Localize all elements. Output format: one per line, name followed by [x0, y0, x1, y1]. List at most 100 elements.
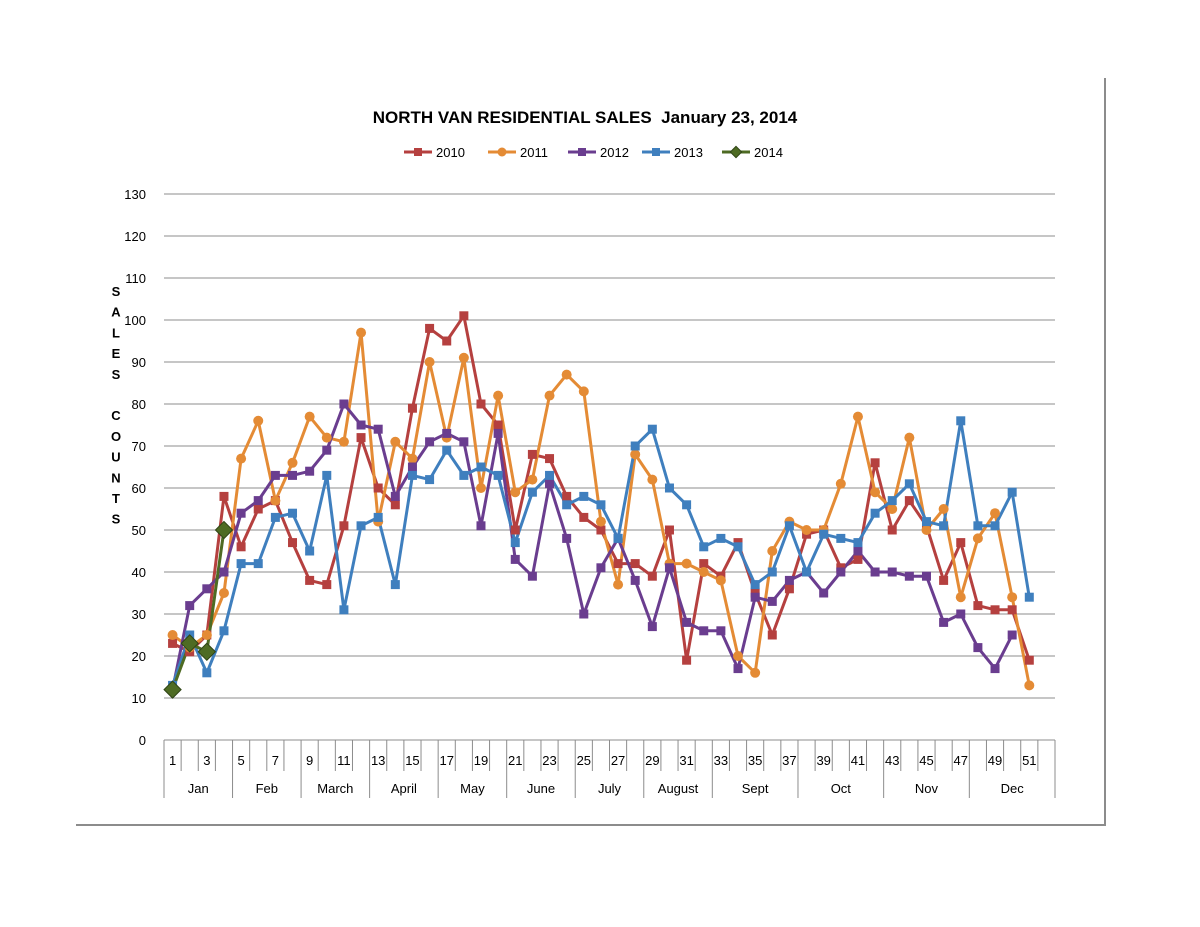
data-point-2011: [321, 432, 332, 443]
legend-marker-2014: [729, 145, 743, 159]
data-point-2013: [202, 668, 212, 678]
x-week-label: 1: [169, 753, 176, 768]
data-point-2012: [202, 584, 212, 594]
data-point-2012: [750, 592, 760, 602]
data-point-2013: [442, 445, 452, 455]
data-point-2010: [767, 630, 777, 640]
data-point-2011: [835, 478, 846, 489]
x-week-label: 21: [508, 753, 522, 768]
x-week-label: 37: [782, 753, 796, 768]
data-point-2013: [630, 441, 640, 451]
y-axis-label-letter: L: [112, 325, 120, 340]
data-point-2011: [1024, 680, 1035, 691]
x-axis: 1 3 5 7 9 11 13 15 17 19 21 23 25 27 29 31 33 35 37 39 41 43 4…: [163, 740, 1056, 798]
x-week-label: 25: [577, 753, 591, 768]
x-week-label: 33: [714, 753, 728, 768]
data-point-2011: [750, 667, 761, 678]
data-point-2010: [853, 554, 863, 564]
x-week-label: 9: [306, 753, 313, 768]
data-point-2010: [493, 420, 503, 430]
data-point-2011: [236, 453, 247, 464]
data-point-2011: [681, 558, 692, 569]
data-point-2013: [990, 521, 1000, 531]
data-point-2012: [699, 626, 709, 636]
x-month-label: April: [391, 781, 417, 796]
data-point-2014: [197, 642, 217, 662]
y-axis-label-letter: C: [111, 408, 121, 423]
y-axis-label-letter: A: [111, 305, 121, 320]
data-point-2010: [682, 655, 692, 665]
data-point-2012: [288, 470, 298, 480]
data-point-2013: [733, 542, 743, 552]
data-point-2013: [664, 483, 674, 493]
data-point-2013: [699, 542, 709, 552]
data-point-2011: [424, 357, 435, 367]
data-point-2012: [493, 428, 503, 438]
x-week-label: 29: [645, 753, 659, 768]
y-tick-label: 30: [132, 607, 146, 622]
x-week-label: 17: [439, 753, 453, 768]
x-week-label: 13: [371, 753, 385, 768]
data-point-2013: [562, 500, 572, 510]
legend-marker-2012: [578, 148, 586, 156]
data-point-2012: [390, 491, 400, 501]
data-point-2010: [579, 512, 589, 522]
data-point-2011: [407, 453, 418, 464]
data-point-2010: [596, 525, 606, 535]
data-point-2013: [973, 521, 983, 531]
data-point-2011: [167, 630, 178, 640]
data-point-2012: [939, 617, 949, 627]
legend-label-2010: 2010: [436, 145, 465, 160]
x-month-label: August: [658, 781, 699, 796]
x-month-label: Nov: [915, 781, 939, 796]
data-point-2011: [938, 504, 949, 514]
series-line-2014: [171, 529, 226, 691]
data-point-2010: [253, 504, 263, 514]
data-point-2011: [218, 588, 229, 598]
y-axis-label-letter: N: [111, 470, 120, 485]
data-point-2010: [545, 454, 555, 464]
data-point-2011: [475, 483, 486, 493]
data-point-2010: [356, 433, 366, 443]
data-point-2013: [527, 487, 537, 497]
x-week-label: 45: [919, 753, 933, 768]
data-point-2012: [270, 470, 280, 480]
data-point-2011: [955, 592, 966, 603]
data-point-2010: [973, 601, 983, 611]
series-markers: [163, 311, 1035, 699]
y-axis-label-letter: S: [112, 367, 121, 382]
data-point-2013: [253, 559, 263, 569]
x-week-label: 41: [851, 753, 865, 768]
data-point-2010: [407, 403, 417, 413]
x-week-label: 7: [272, 753, 279, 768]
chart-title: NORTH VAN RESIDENTIAL SALES January 23, …: [373, 108, 798, 127]
x-week-label: 43: [885, 753, 899, 768]
data-point-2012: [853, 546, 863, 556]
y-tick-label: 60: [132, 481, 146, 496]
data-point-2012: [219, 567, 229, 577]
x-week-label: 5: [237, 753, 244, 768]
data-point-2011: [510, 487, 521, 498]
data-point-2013: [784, 521, 794, 531]
data-point-2013: [510, 538, 520, 548]
data-point-2011: [578, 386, 589, 397]
data-point-2012: [562, 533, 572, 543]
data-point-2010: [870, 458, 880, 468]
data-point-2013: [596, 500, 606, 510]
y-tick-label: 0: [139, 733, 146, 748]
data-point-2012: [322, 445, 332, 455]
data-point-2013: [407, 470, 417, 480]
data-point-2014: [214, 520, 234, 540]
data-point-2012: [339, 399, 349, 409]
data-point-2011: [715, 575, 726, 586]
data-point-2011: [613, 579, 624, 590]
data-point-2012: [887, 567, 897, 577]
x-month-label: May: [460, 781, 485, 796]
data-point-2012: [305, 466, 315, 476]
data-point-2011: [544, 390, 555, 401]
data-point-2010: [425, 323, 435, 333]
data-point-2010: [562, 491, 572, 501]
data-point-2012: [904, 571, 914, 581]
data-point-2010: [442, 336, 452, 346]
